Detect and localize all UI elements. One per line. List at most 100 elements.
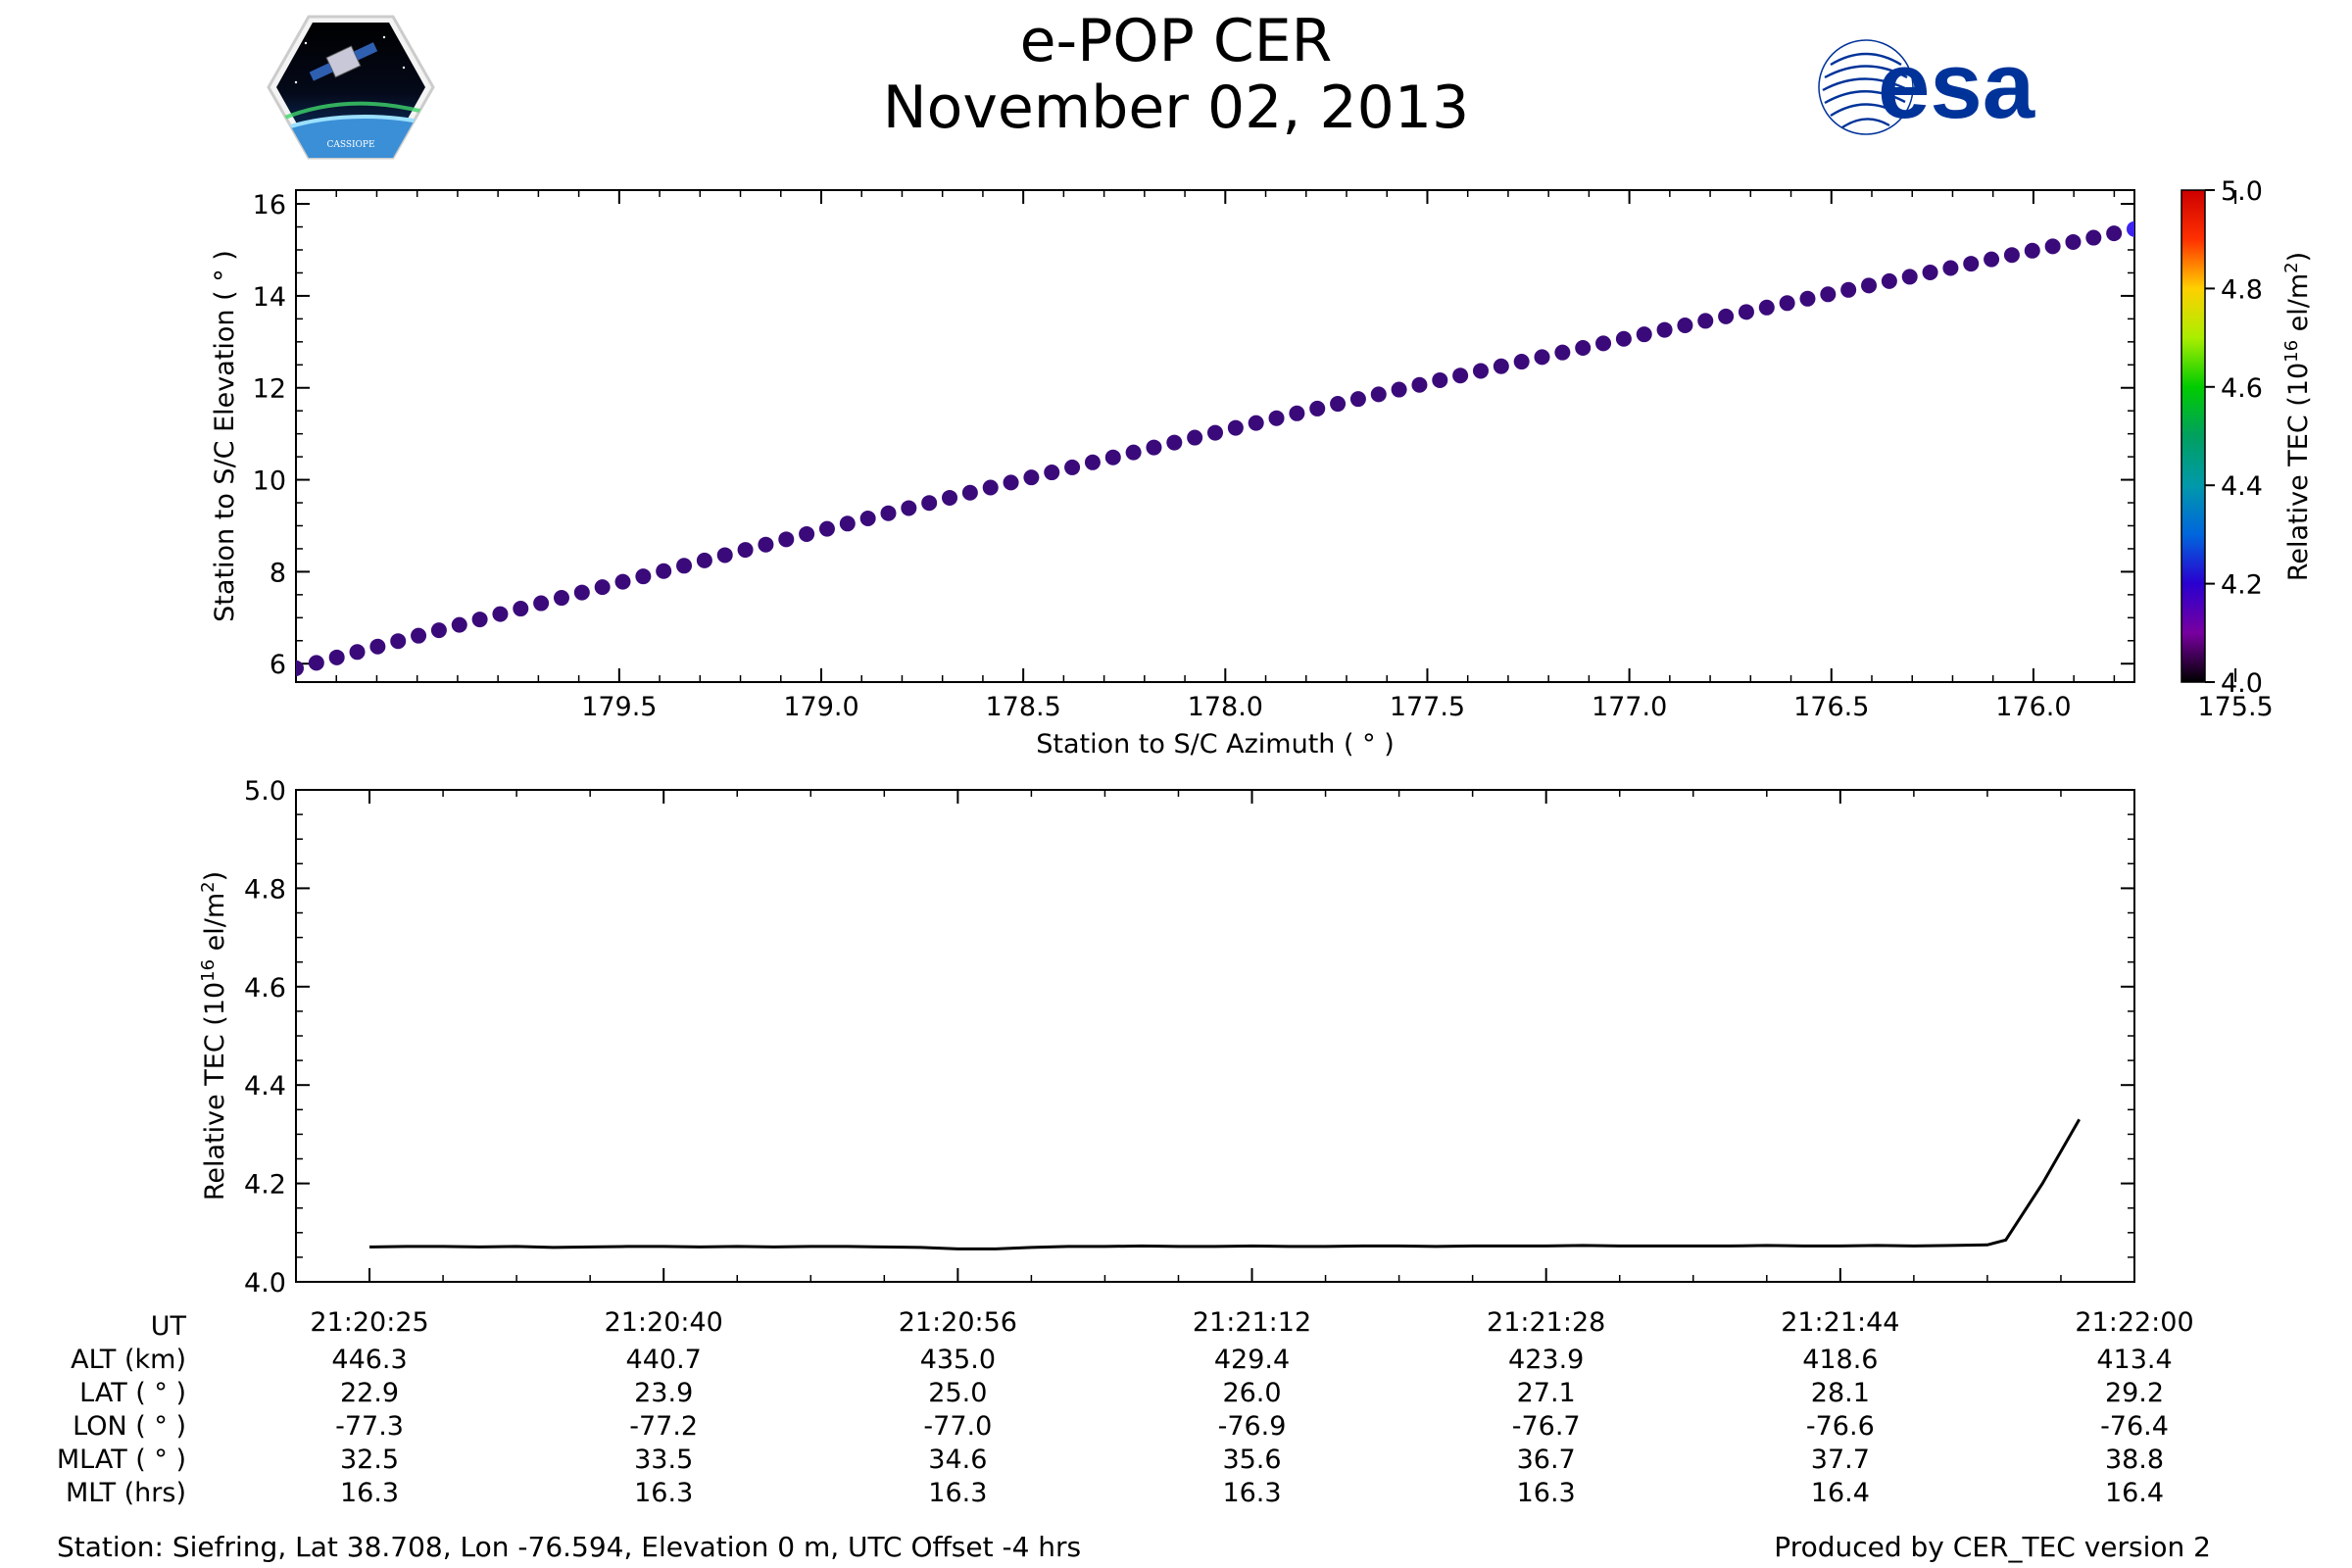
- scatter-point: [676, 558, 693, 574]
- scatter-point: [349, 644, 366, 661]
- table-cell: 22.9: [340, 1378, 399, 1408]
- x-tick-label: 177.0: [1592, 692, 1667, 722]
- scatter-point: [308, 655, 324, 671]
- scatter-point: [1984, 251, 2000, 268]
- scatter-point: [635, 568, 652, 585]
- table-row-label: UT: [151, 1311, 187, 1342]
- cassiope-logo-icon: CASSIOPE: [267, 15, 435, 160]
- scatter-point: [1472, 363, 1489, 379]
- scatter-point: [1166, 434, 1183, 451]
- scatter-point: [1554, 344, 1571, 361]
- table-cell: 418.6: [1802, 1345, 1878, 1375]
- bottom-plot-frame: [295, 789, 2135, 1283]
- scatter-point: [2106, 225, 2123, 242]
- colorbar-tick-label: 4.4: [2221, 471, 2263, 502]
- y-tick-label: 4.6: [244, 973, 286, 1004]
- scatter-point: [1697, 313, 1714, 329]
- esa-logo-text: esa: [1878, 33, 2035, 138]
- scatter-point: [1044, 465, 1060, 481]
- scatter-point: [390, 633, 407, 650]
- x-tick-label: 178.5: [986, 692, 1061, 722]
- x-tick-label: 175.5: [2197, 692, 2273, 722]
- table-cell: 21:20:56: [899, 1307, 1017, 1338]
- scatter-point: [1820, 286, 1837, 303]
- scatter-point: [1718, 308, 1735, 324]
- table-cell: -77.0: [923, 1411, 992, 1442]
- x-tick-label: 176.0: [1995, 692, 2071, 722]
- scatter-point: [2044, 238, 2061, 255]
- scatter-point: [1207, 424, 1223, 441]
- table-row-label: MLAT ( ° ): [57, 1445, 186, 1475]
- table-cell: 28.1: [1811, 1378, 1870, 1408]
- scatter-point: [982, 479, 999, 496]
- scatter-point: [1187, 429, 1203, 446]
- table-row-label: ALT (km): [71, 1345, 186, 1375]
- tec-time-panel: 4.0 4.2 4.4 4.6 4.8 5.0 Relative TEC (1016 el…: [198, 776, 2135, 1298]
- page-date: November 02, 2013: [882, 74, 1470, 142]
- scatter-point: [2003, 247, 2020, 264]
- table-cell: 21:21:44: [1781, 1307, 1899, 1338]
- scatter-point: [737, 542, 754, 559]
- scatter-point: [839, 515, 856, 532]
- produced-by: Produced by CER_TEC version 2: [1774, 1531, 2211, 1563]
- scatter-point: [1513, 354, 1530, 370]
- scatter-point: [799, 525, 815, 542]
- table-cell: 21:21:12: [1193, 1307, 1311, 1338]
- cassiope-logo-text: CASSIOPE: [326, 140, 374, 150]
- table-cell: 36.7: [1517, 1445, 1576, 1475]
- x-tick-label: 179.5: [581, 692, 657, 722]
- scatter-point: [1901, 269, 1918, 285]
- table-cell: 429.4: [1214, 1345, 1290, 1375]
- table-cell: 37.7: [1811, 1445, 1870, 1475]
- table-cell: 35.6: [1222, 1445, 1281, 1475]
- scatter-point: [451, 616, 467, 633]
- scatter-point: [1656, 321, 1673, 338]
- scatter-point: [696, 552, 712, 568]
- scatter-point: [656, 563, 672, 579]
- colorbar-tick-label: 5.0: [2221, 176, 2263, 207]
- scatter-point: [1146, 439, 1162, 456]
- elevation-azimuth-panel: 179.5 179.0 178.5 178.0 177.5 177.0 176.5 176.0…: [210, 189, 2274, 760]
- scatter-point: [1268, 410, 1285, 426]
- scatter-point: [2024, 242, 2040, 259]
- scatter-point: [1064, 459, 1081, 475]
- scatter-point: [1309, 400, 1326, 416]
- table-cell: 16.3: [1222, 1478, 1281, 1508]
- scatter-point: [533, 595, 550, 612]
- x-tick-label: 177.5: [1390, 692, 1465, 722]
- scatter-point: [594, 579, 611, 596]
- scatter-point: [1104, 449, 1121, 466]
- y-tick-label: 5.0: [244, 776, 286, 807]
- x-tick-label: 179.0: [783, 692, 858, 722]
- scatter-point: [1411, 376, 1428, 393]
- scatter-point: [1003, 474, 1019, 491]
- scatter-point: [1738, 304, 1754, 320]
- top-x-axis-label: Station to S/C Azimuth ( ° ): [1036, 729, 1395, 760]
- table-cell: -76.9: [1218, 1411, 1287, 1442]
- table-cell: 16.4: [1811, 1478, 1870, 1508]
- y-tick-label: 4.4: [244, 1071, 286, 1102]
- y-tick-label: 4.8: [244, 874, 286, 905]
- scatter-point: [961, 484, 978, 501]
- colorbar-tick-label: 4.2: [2221, 570, 2263, 601]
- scatter-point: [1942, 260, 1959, 276]
- table-cell: 446.3: [331, 1345, 407, 1375]
- scatter-point: [1758, 299, 1775, 316]
- table-cell: 16.3: [928, 1478, 987, 1508]
- table-cell: -76.6: [1806, 1411, 1875, 1442]
- scatter-point: [1370, 386, 1387, 403]
- scatter-point: [471, 612, 488, 628]
- y-tick-label: 4.0: [244, 1268, 286, 1298]
- table-cell: 27.1: [1517, 1378, 1576, 1408]
- table-cell: 32.5: [340, 1445, 399, 1475]
- bottom-y-axis-label: Relative TEC (1016 el/m2): [198, 871, 230, 1200]
- top-plot-frame: [295, 189, 2135, 683]
- table-cell: 21:21:28: [1487, 1307, 1605, 1338]
- scatter-point: [2065, 233, 2082, 250]
- colorbar-label: Relative TEC (1016 el/m2): [2281, 252, 2314, 581]
- table-cell: 16.3: [1517, 1478, 1576, 1508]
- colorbar-tick-label: 4.8: [2221, 274, 2263, 305]
- x-tick-label: 176.5: [1793, 692, 1869, 722]
